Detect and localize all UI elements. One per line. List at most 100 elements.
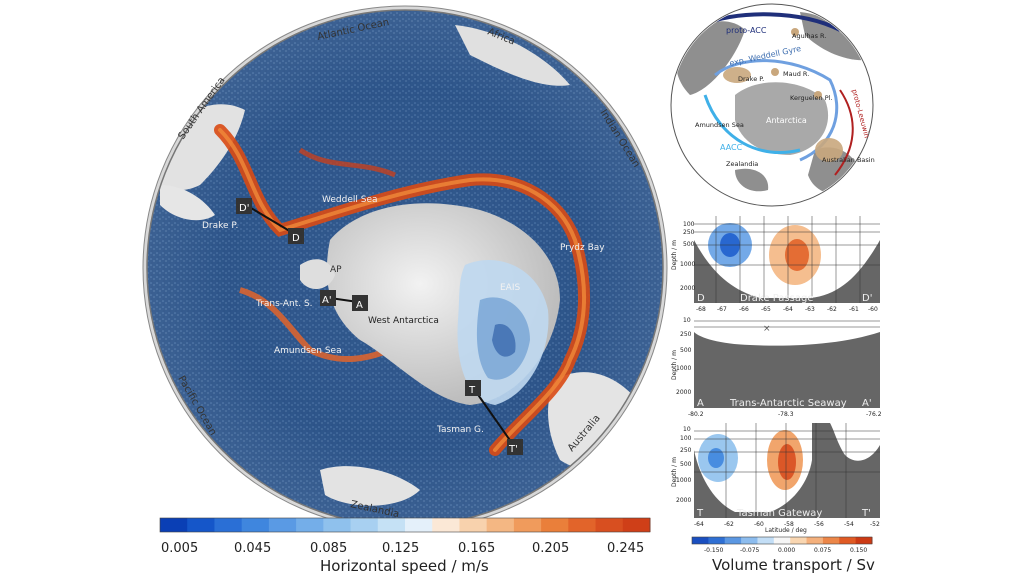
drake-y2: 500	[683, 241, 695, 248]
drake-xticks: -68 -67 -66 -65 -64 -63 -62 -61 -60	[696, 306, 878, 313]
svg-text:D': D'	[239, 203, 249, 214]
zealandia-landmass	[320, 466, 420, 506]
transport-swatch	[741, 537, 758, 544]
inset-label-maud: Maud R.	[783, 70, 809, 78]
speed-tick-3: 0.125	[382, 541, 419, 556]
drake-right: D'	[862, 293, 872, 304]
transport-swatch	[806, 537, 824, 544]
speed-tick-5: 0.205	[532, 541, 569, 556]
label-tasman: Tasman G.	[436, 425, 484, 435]
speed-swatch	[432, 518, 460, 532]
marker-d-prime: D'	[236, 198, 252, 214]
trans-center-mark: ×	[763, 324, 771, 334]
svg-text:-61: -61	[849, 306, 859, 313]
inset-label-agulhas: Agulhas R.	[792, 32, 826, 40]
svg-text:1000: 1000	[676, 365, 691, 372]
speed-swatch	[323, 518, 352, 532]
tasman-ylabel: Depth / m	[671, 457, 678, 487]
speed-swatch	[541, 518, 569, 532]
trans-title: Trans-Antarctic Seaway	[729, 398, 847, 409]
section-drake: Drake Passage D D' 100 250 500 1000 2000…	[671, 216, 880, 313]
drake-left: D	[697, 293, 705, 304]
inset-antarctica	[735, 82, 829, 155]
label-trans-ant: Trans-Ant. S.	[255, 299, 313, 309]
inset-label-antarctica: Antarctica	[766, 116, 807, 125]
svg-text:-63: -63	[805, 306, 815, 313]
speed-colorbar-label: Horizontal speed / m/s	[320, 557, 489, 575]
svg-text:-60: -60	[868, 306, 878, 313]
svg-text:-54: -54	[844, 521, 854, 528]
svg-text:-60: -60	[754, 521, 764, 528]
antarctic-peninsula	[300, 259, 335, 290]
marker-a-prime: A'	[320, 290, 336, 306]
svg-text:10: 10	[683, 426, 691, 433]
speed-tick-2: 0.085	[310, 541, 347, 556]
drake-y3: 1000	[680, 261, 695, 268]
svg-text:A: A	[356, 300, 363, 311]
speed-swatch	[486, 518, 515, 532]
trans-right: A'	[862, 398, 872, 409]
africa-landmass	[455, 25, 570, 86]
transport-tick-0: -0.150	[704, 547, 724, 554]
speed-swatch	[513, 518, 542, 532]
transport-swatch	[822, 537, 840, 544]
transport-swatch	[757, 537, 775, 544]
inset-label-zealandia: Zealandia	[726, 160, 758, 168]
speed-swatch	[622, 518, 651, 532]
svg-text:-58: -58	[784, 521, 794, 528]
svg-text:T': T'	[508, 444, 518, 455]
svg-text:500: 500	[680, 461, 692, 468]
svg-text:-78.3: -78.3	[778, 411, 794, 418]
drake-y0: 100	[683, 221, 695, 228]
svg-text:-66: -66	[739, 306, 749, 313]
svg-text:D: D	[292, 233, 300, 244]
speed-swatch	[296, 518, 324, 532]
tasman-left: T	[696, 508, 704, 519]
svg-text:A': A'	[322, 295, 332, 306]
inset-label-kerguelen: Kerguelen Pl.	[790, 94, 833, 102]
speed-tick-4: 0.165	[458, 541, 495, 556]
speed-tick-0: 0.005	[161, 541, 198, 556]
transport-tick-3: 0.075	[814, 547, 831, 554]
svg-text:-52: -52	[870, 521, 880, 528]
label-prydz: Prydz Bay	[560, 243, 605, 253]
marker-t-prime: T'	[507, 439, 523, 455]
transport-swatch	[855, 537, 873, 544]
svg-text:250: 250	[680, 331, 692, 338]
tasman-xticks: -64 -62 -60 -58 -56 -54 -52	[694, 521, 880, 528]
section-trans: × Trans-Antarctic Seaway A A' 10 250 500…	[671, 316, 882, 418]
svg-text:2000: 2000	[676, 497, 691, 504]
trans-left: A	[697, 398, 704, 409]
speed-swatch	[160, 518, 188, 532]
label-weddell: Weddell Sea	[322, 195, 378, 205]
marker-t: T	[465, 380, 481, 396]
transport-swatch	[839, 537, 857, 544]
speed-swatch	[595, 518, 624, 532]
speed-tick-6: 0.245	[607, 541, 644, 556]
speed-swatch	[350, 518, 379, 532]
inset-schematic: proto-ACC Agulhas R. exp. Weddell Gyre D…	[670, 3, 875, 207]
transport-colorbar-label: Volume transport / Sv	[712, 556, 875, 574]
speed-swatch	[187, 518, 215, 532]
drake-y4: 2000	[680, 285, 695, 292]
svg-text:2000: 2000	[676, 389, 691, 396]
transport-swatch	[708, 537, 726, 544]
transport-tick-4: 0.150	[850, 547, 867, 554]
svg-text:10: 10	[683, 317, 691, 324]
svg-text:T: T	[468, 385, 476, 396]
speed-swatch	[377, 518, 406, 532]
section-tasman: Tasman Gateway T T' 10 100 250 500 1000 …	[671, 423, 880, 534]
marker-d: D	[288, 228, 304, 244]
tasman-title: Tasman Gateway	[736, 508, 822, 519]
svg-text:-76.2: -76.2	[866, 411, 882, 418]
transport-swatch	[790, 537, 808, 544]
transport-tick-1: -0.075	[740, 547, 760, 554]
label-eais: EAIS	[500, 283, 520, 293]
label-amundsen: Amundsen Sea	[274, 346, 342, 356]
speed-swatch	[214, 518, 243, 532]
speed-swatch	[405, 518, 433, 532]
inset-label-aacc: AACC	[720, 143, 743, 152]
svg-text:-67: -67	[717, 306, 727, 313]
speed-swatch	[568, 518, 597, 532]
